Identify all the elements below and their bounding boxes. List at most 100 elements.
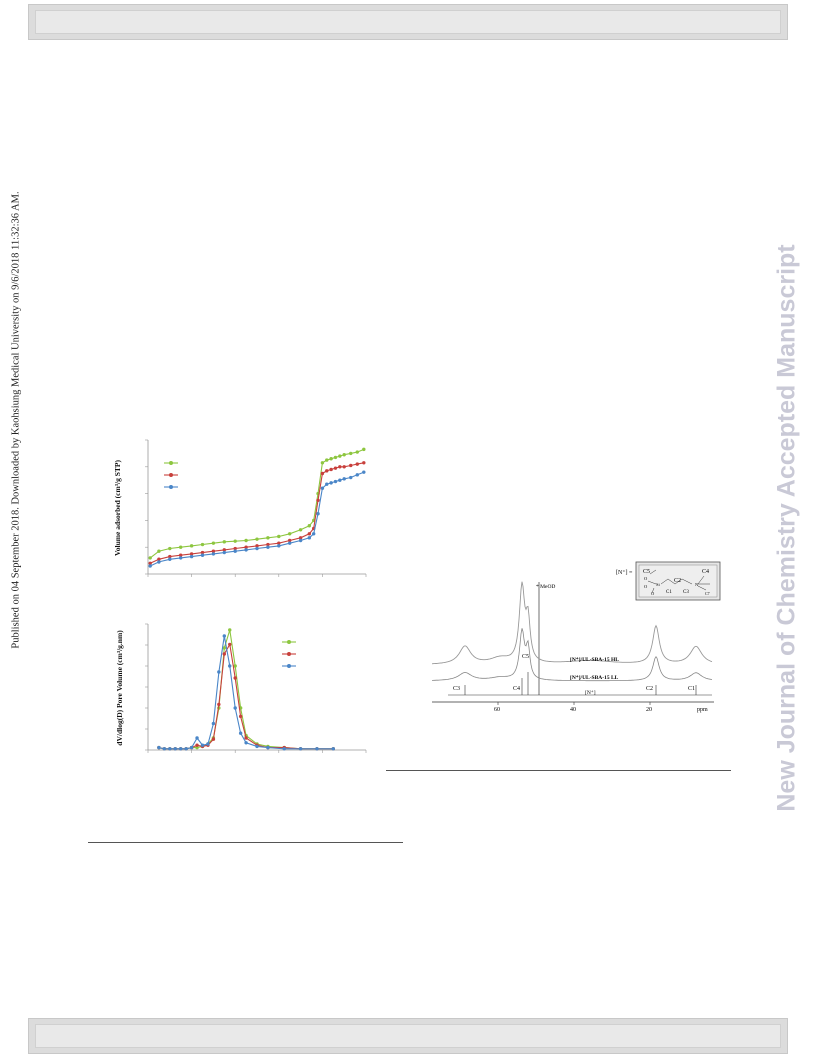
psd-series-3-point	[157, 745, 161, 750]
psd-series-2-point	[233, 676, 237, 680]
isotherm-series-2-point	[342, 465, 346, 469]
isotherm-series-2-point	[168, 554, 172, 559]
atom-o-left: O	[644, 584, 648, 589]
isotherm-series-2-point	[244, 545, 248, 549]
psd-series-2-point	[238, 714, 243, 719]
isotherm-series-3-point	[277, 544, 281, 548]
atom-c5: C5	[643, 569, 650, 575]
isotherm-series-1-point	[349, 451, 353, 456]
psd-series-3-point	[200, 743, 205, 747]
psd-series-3-point	[266, 745, 270, 750]
isotherm-series-1-point	[233, 539, 237, 543]
isotherm-series-3-point	[288, 541, 292, 545]
psd-series-3-point	[179, 747, 183, 751]
meod-annotation: * MeOD	[536, 584, 555, 590]
psd-series-1-point	[195, 745, 199, 750]
isotherm-series-1-point	[288, 532, 292, 536]
isotherm-series-3-point	[333, 479, 338, 484]
psd-legend-marker-1	[287, 640, 291, 644]
isotherm-series-1-point	[200, 542, 205, 547]
isotherm-series-3-point	[311, 532, 316, 536]
psd-series-line-3	[158, 635, 334, 750]
isotherm-series-line-1	[149, 448, 365, 559]
isotherm-series-1-point	[179, 545, 183, 549]
footer-bar-inner	[35, 1024, 781, 1048]
isotherm-series-3-point	[325, 482, 329, 486]
isotherm-series-2-point	[307, 532, 312, 536]
atom-c1: C1	[666, 590, 672, 595]
isotherm-series-2-point	[329, 467, 333, 472]
isotherm-series-1-point	[211, 541, 216, 545]
isotherm-series-1-point	[189, 544, 194, 548]
isotherm-series-2-point	[277, 541, 281, 545]
psd-series-3-point	[189, 745, 194, 750]
isotherm-series-3-point	[342, 477, 346, 481]
atom-c4: C4	[702, 569, 709, 575]
nmr-tick-label-40: 40	[570, 707, 576, 713]
isotherm-series-2-point	[333, 466, 338, 470]
isotherm-series-1-point	[148, 556, 152, 560]
isotherm-series-1-point	[298, 528, 303, 532]
isotherm-legend-marker-2	[169, 473, 173, 477]
isotherm-series-2-point	[222, 548, 226, 552]
isotherm-series-3-point	[189, 554, 194, 559]
isotherm-series-2-point	[157, 557, 161, 561]
isotherm-series-1-point	[329, 457, 333, 461]
isotherm-series-1-point	[255, 537, 259, 541]
psd-series-3-point	[222, 634, 226, 638]
footer-bar	[28, 1018, 788, 1054]
peak-label-c1: C1	[688, 686, 695, 692]
atom-o-top: O	[644, 576, 648, 581]
psd-series-3-point	[244, 741, 248, 745]
isotherm-series-1-point	[362, 447, 366, 452]
psd-series-2-point	[195, 743, 199, 747]
figure-left-rule	[88, 842, 403, 843]
atom-o-bottom: O	[651, 591, 655, 596]
isotherm-series-1-point	[342, 453, 346, 457]
isotherm-series-2-point	[355, 462, 359, 466]
psd-series-3-point	[211, 721, 216, 726]
trace-label-ll: [N⁺]/UL-SBA-15 LL	[570, 674, 619, 681]
isotherm-series-1-point	[320, 461, 325, 465]
isotherm-series-1-point	[244, 538, 248, 543]
header-bar-inner	[35, 10, 781, 34]
psd-series-3-point	[168, 747, 172, 751]
isotherm-series-2-point	[148, 561, 152, 565]
isotherm-series-2-point	[298, 536, 303, 540]
psd-plot-area	[145, 623, 367, 753]
isotherm-series-2-point	[338, 465, 342, 469]
isotherm-series-2-point	[200, 550, 205, 555]
isotherm-series-line-3	[149, 471, 365, 567]
isotherm-series-2-point	[233, 546, 237, 551]
isotherm-series-2-point	[189, 552, 194, 556]
psd-series-3-point	[162, 747, 167, 751]
psd-series-3-point	[298, 747, 303, 751]
isotherm-series-2-point	[325, 469, 329, 473]
structure-label: [N⁺] =	[616, 569, 633, 576]
isotherm-plot-area	[145, 439, 367, 577]
isotherm-series-2-point	[362, 461, 366, 465]
isotherm-series-2-point	[211, 549, 216, 553]
psd-series-3-point	[315, 747, 319, 751]
isotherm-series-2-point	[316, 498, 320, 502]
isotherm-series-3-point	[233, 549, 237, 553]
peak-label-c4: C4	[513, 686, 520, 692]
isotherm-series-1-point	[333, 455, 338, 460]
atom-c2: C2	[674, 578, 681, 584]
nmr-trace-hl	[431, 581, 713, 665]
isotherm-ylabel: Volume adsorbed (cm³/g STP)	[113, 460, 122, 556]
psd-series-3-point	[206, 742, 210, 746]
psd-series-3-point	[173, 747, 177, 751]
watermark-text: New Journal of Chemistry Accepted Manusc…	[772, 244, 801, 812]
isotherm-chart: Volume adsorbed (cm³/g STP)	[113, 439, 367, 577]
isotherm-legend-marker-3	[169, 485, 173, 489]
isotherm-series-3-point	[298, 538, 303, 543]
psd-legend-marker-2	[287, 652, 291, 656]
isotherm-series-1-point	[338, 454, 342, 458]
psd-series-3-point	[184, 747, 188, 751]
isotherm-series-3-point	[266, 545, 270, 549]
peak-label-c3: C3	[453, 686, 460, 692]
psd-legend-marker-3	[287, 664, 291, 668]
nmr-tick-label-20: 20	[646, 707, 652, 713]
isotherm-series-1-point	[277, 534, 281, 539]
